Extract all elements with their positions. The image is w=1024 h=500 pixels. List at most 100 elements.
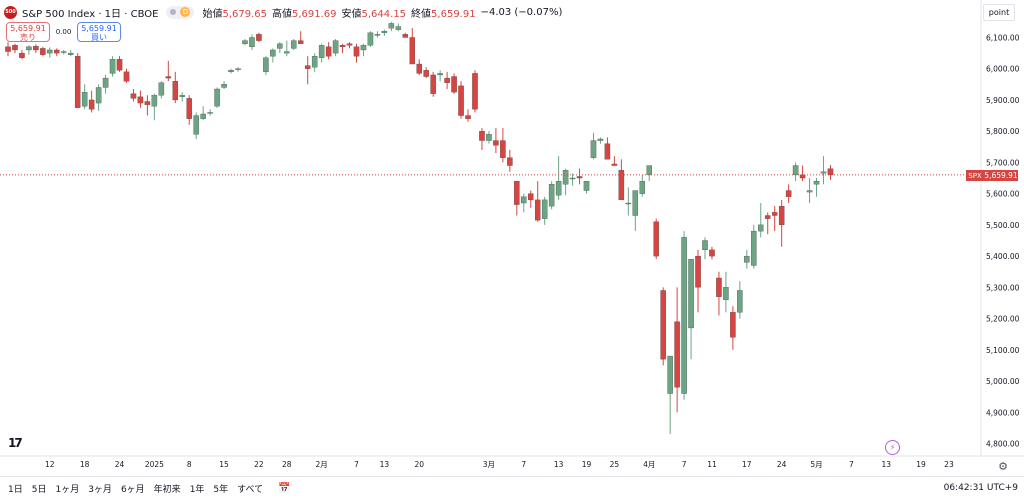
sell-label: 売り <box>20 33 36 42</box>
candle-body <box>151 95 158 107</box>
candle-body <box>562 170 569 185</box>
candle-body <box>74 56 81 108</box>
range-1d[interactable]: 1日 <box>8 485 23 495</box>
candle-body <box>764 215 771 219</box>
candle-body <box>437 73 443 76</box>
candle-body <box>54 49 60 54</box>
candle-body <box>813 181 820 185</box>
lightning-icon[interactable]: ⚡ <box>885 440 900 455</box>
candle-body <box>12 45 18 51</box>
price-tick-label: 6,000.00 <box>986 65 1020 74</box>
candle-body <box>318 45 325 58</box>
price-tick-label: 5,000.00 <box>986 377 1020 386</box>
price-tick-label: 5,400.00 <box>986 252 1020 261</box>
spread-value: 0.00 <box>55 28 72 36</box>
range-5y[interactable]: 5年 <box>213 485 229 495</box>
time-tick-label: 15 <box>219 460 229 469</box>
candle-body <box>771 212 778 216</box>
candle-body <box>500 140 506 158</box>
market-status-badge[interactable]: D <box>166 5 195 19</box>
candle-body <box>604 143 611 160</box>
candle-body <box>33 46 39 51</box>
scale-mode-button[interactable]: point <box>983 4 1015 21</box>
candle-body <box>409 37 416 65</box>
candle-body <box>758 224 764 232</box>
range-6m[interactable]: 6ヶ月 <box>120 485 145 495</box>
ohlc-high: 高値5,691.69 <box>272 5 337 20</box>
candle-body <box>193 115 199 135</box>
candle-body <box>423 70 429 77</box>
candle-body <box>799 174 806 179</box>
high-label: 高値 <box>271 8 292 20</box>
candle-body <box>263 57 269 72</box>
candle-body <box>367 32 374 46</box>
candle-body <box>618 170 625 201</box>
range-1m[interactable]: 1ヶ月 <box>55 485 80 495</box>
candle-body <box>576 176 583 179</box>
candle-body <box>681 237 687 394</box>
candle-body <box>67 52 74 55</box>
interval-badge: D <box>180 7 191 17</box>
candle-body <box>583 181 590 191</box>
candle-body <box>751 230 757 266</box>
price-tick-label: 4,800.00 <box>986 440 1020 449</box>
price-tick-label: 5,300.00 <box>986 283 1020 292</box>
range-ytd[interactable]: 年初来 <box>153 485 181 495</box>
time-tick-label: 11 <box>707 460 717 469</box>
clock[interactable]: 06:42:31 UTC+9 <box>943 483 1018 493</box>
buy-label: 買い <box>91 33 107 42</box>
price-tick-label: 5,200.00 <box>986 315 1020 324</box>
candle-body <box>304 65 311 69</box>
range-5d[interactable]: 5日 <box>31 485 47 495</box>
candle-body <box>88 99 95 110</box>
range-1y[interactable]: 1年 <box>189 485 205 495</box>
candle-body <box>716 277 722 297</box>
calendar-icon[interactable]: 📅 <box>278 483 291 494</box>
time-tick-label: 4月 <box>643 460 655 469</box>
ohlc-low: 安値5,644.15 <box>342 5 407 20</box>
price-tick-label: 5,900.00 <box>986 96 1020 105</box>
time-tick-label: 28 <box>282 460 292 469</box>
price-chart[interactable]: 4,800.00 4,900.00 5,000.00 5,100.00 5,200.00… <box>0 0 1024 476</box>
buy-button[interactable]: 5,659.91 買い <box>77 22 121 42</box>
range-3m[interactable]: 3ヶ月 <box>88 485 112 495</box>
candle-body <box>26 46 32 51</box>
candle-body <box>130 93 137 99</box>
price-tick-label: 5,100.00 <box>986 346 1020 355</box>
price-tick-label: 4,900.00 <box>986 408 1020 417</box>
trade-panel: 5,659.91 売り 0.00 5,659.91 買い <box>6 22 121 42</box>
spx-logo-icon: 500 <box>4 5 17 19</box>
sell-button[interactable]: 5,659.91 売り <box>6 22 50 42</box>
tradingview-logo-icon[interactable]: 17 <box>8 436 23 450</box>
candle-body <box>632 190 639 216</box>
candle-body <box>493 140 499 146</box>
candle-body <box>569 177 576 180</box>
price-tick-label: 5,600.00 <box>986 190 1020 199</box>
time-tick-label: 13 <box>881 460 891 469</box>
candle-body <box>95 87 102 104</box>
candle-body <box>674 321 680 388</box>
candle-body <box>555 181 562 196</box>
price-tick-label: 6,100.00 <box>986 33 1020 42</box>
candle-body <box>688 259 694 329</box>
candle-body <box>625 202 632 205</box>
candle-body <box>277 43 283 49</box>
candle-body <box>186 98 192 119</box>
range-all[interactable]: すべて <box>237 485 264 495</box>
time-tick-label: 7 <box>354 460 359 469</box>
symbol-title[interactable]: S&P 500 Index · 1日 · CBOE <box>22 8 159 20</box>
candle-body <box>228 70 234 72</box>
candle-body <box>19 52 25 58</box>
time-axis[interactable]: 12 18 24 2025 8 15 22 28 2月 7 13 20 3月 7 13 19 25 4月 7 11 17… <box>45 460 954 469</box>
price-axis[interactable]: 4,800.00 4,900.00 5,000.00 5,100.00 5,200.00… <box>986 33 1020 448</box>
candle-body <box>827 168 834 176</box>
candle-body <box>109 59 116 74</box>
candle-body <box>144 101 151 105</box>
time-tick-label: 7 <box>682 460 687 469</box>
high-value: 5,691.69 <box>291 8 337 20</box>
gear-icon[interactable]: ⚙ <box>998 459 1008 473</box>
candle-body <box>451 76 457 93</box>
candle-body <box>521 196 527 204</box>
candle-body <box>374 34 381 36</box>
candle-body <box>548 184 555 207</box>
